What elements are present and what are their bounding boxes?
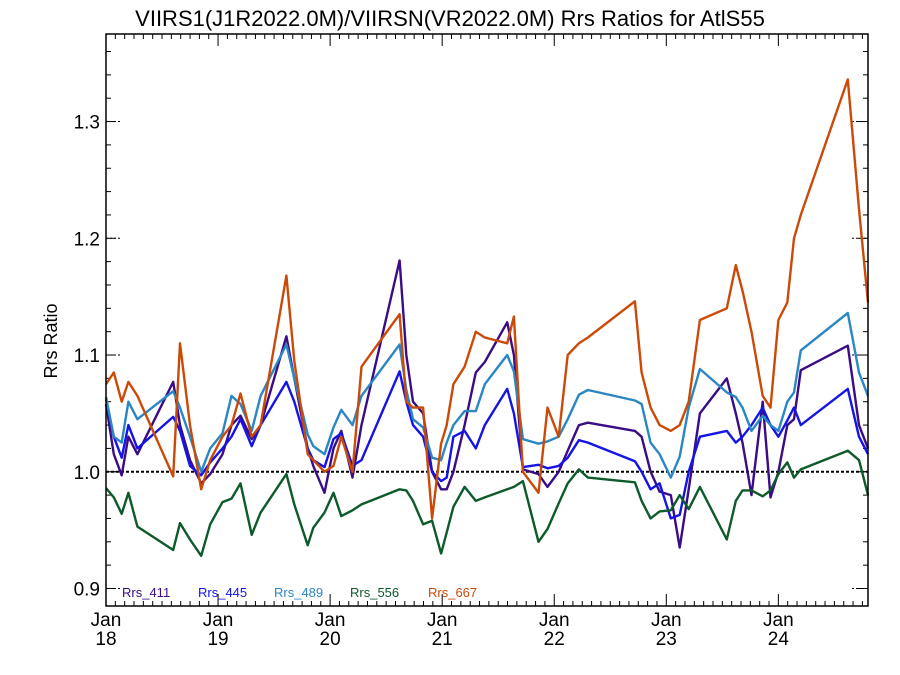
x-tick-label: 23 [656, 629, 677, 650]
y-tick-label: 1.1 [74, 346, 100, 367]
x-tick-label: 21 [432, 629, 453, 650]
legend-entry: Rrs_556 [350, 585, 399, 600]
x-tick-label: Jan [203, 610, 234, 631]
x-tick-label: 18 [95, 629, 116, 650]
series-line-rrs-445 [104, 370, 870, 520]
legend-entry: Rrs_489 [274, 585, 323, 600]
y-tick-label: 0.9 [74, 579, 100, 600]
x-tick-label: Jan [539, 610, 570, 631]
chart-title: VIIRS1(J1R2022.0M)/VIIRSN(VR2022.0M) Rrs… [135, 6, 765, 31]
series-line-rrs-411 [104, 259, 870, 549]
x-tick-label: Jan [651, 610, 682, 631]
x-tick-label: Jan [763, 610, 794, 631]
y-tick-label: 1.0 [74, 463, 100, 484]
y-tick-label: 1.2 [74, 229, 100, 250]
x-tick-label: Jan [427, 610, 458, 631]
x-tick-label: 24 [768, 629, 790, 650]
series-line-rrs-556 [105, 449, 870, 557]
x-tick-label: 20 [320, 629, 341, 650]
x-tick-label: 19 [207, 629, 228, 650]
y-tick-label: 1.3 [74, 113, 100, 134]
legend-entry: Rrs_445 [198, 585, 247, 600]
series-line-rrs-667 [105, 78, 870, 520]
x-tick-label: Jan [315, 610, 346, 631]
x-tick-label: Jan [91, 610, 122, 631]
plot-area: 0.91.01.11.21.3Jan18Jan19Jan20Jan21Jan22… [74, 34, 870, 650]
x-tick-label: 22 [544, 629, 565, 650]
series-line-rrs-489 [104, 311, 870, 479]
y-axis-label: Rrs Ratio [41, 303, 61, 378]
legend-entry: Rrs_411 [122, 585, 170, 600]
legend-entry: Rrs_667 [428, 585, 477, 600]
plot-frame [105, 33, 869, 607]
